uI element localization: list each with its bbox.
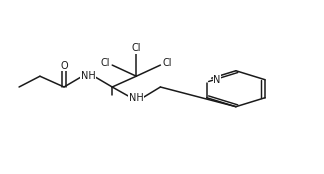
Text: NH: NH: [81, 71, 96, 81]
Text: Cl: Cl: [163, 58, 172, 68]
Text: N: N: [213, 75, 220, 85]
Text: O: O: [60, 61, 68, 71]
Text: Cl: Cl: [100, 58, 110, 68]
Text: NH: NH: [129, 93, 144, 103]
Text: Cl: Cl: [132, 44, 141, 53]
